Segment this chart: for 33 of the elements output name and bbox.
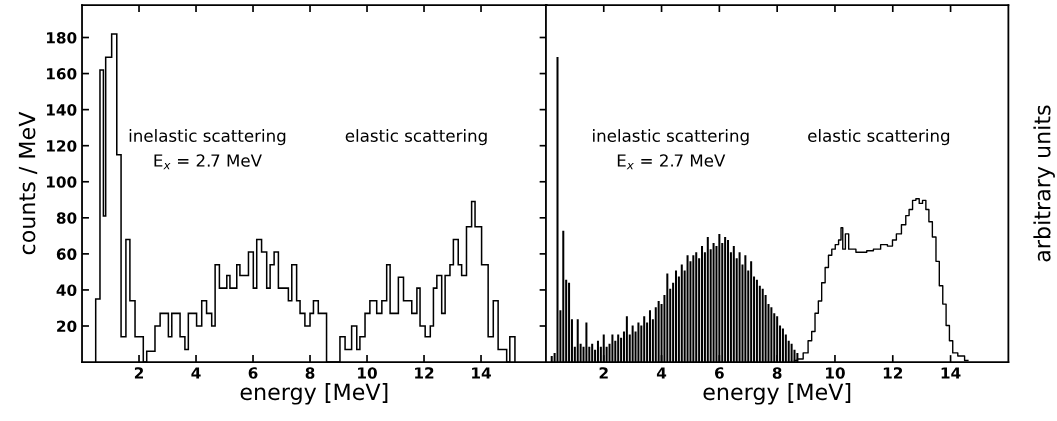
y-tick-label: 180 [47,31,77,44]
x-tick-label: 14 [941,367,961,379]
x-axis-title: energy [MeV] [703,383,851,405]
x-tick-label: 6 [714,367,724,379]
annotation: elastic scattering [345,129,487,146]
x-tick-label: 2 [134,367,144,379]
y-tick-label: 20 [57,320,77,333]
x-tick-label: 12 [883,367,903,379]
y-axis-title: counts / MeV [18,111,38,255]
annotation: elastic scattering [808,129,950,146]
x-axis-title: energy [MeV] [240,383,388,405]
x-tick-label: 4 [656,367,667,379]
y-tick-label: 100 [47,176,77,188]
y-tick-label: 60 [56,248,77,260]
annotation: E$_{x}$ = 2.7 MeV [154,154,262,170]
x-tick-label: 12 [415,367,434,379]
x-tick-label: 4 [191,367,201,379]
x-tick-label: 2 [599,367,608,379]
x-tick-label: 10 [358,367,377,379]
y-tick-label: 120 [47,140,77,152]
annotation: inelastic scattering [129,129,286,146]
x-tick-label: 10 [826,367,845,379]
y-axis-title: arbitrary units [1033,105,1055,262]
y-tick-label: 80 [56,212,77,224]
x-tick-label: 6 [248,367,258,379]
y-tick-label: 40 [56,284,77,296]
annotation: E$_{x}$ = 2.7 MeV [617,154,726,170]
x-tick-label: 8 [772,367,782,379]
x-tick-label: 14 [472,367,491,379]
x-tick-label: 8 [305,367,315,379]
annotation: inelastic scattering [593,129,749,146]
y-tick-label: 140 [47,104,77,116]
y-tick-label: 160 [47,68,77,80]
